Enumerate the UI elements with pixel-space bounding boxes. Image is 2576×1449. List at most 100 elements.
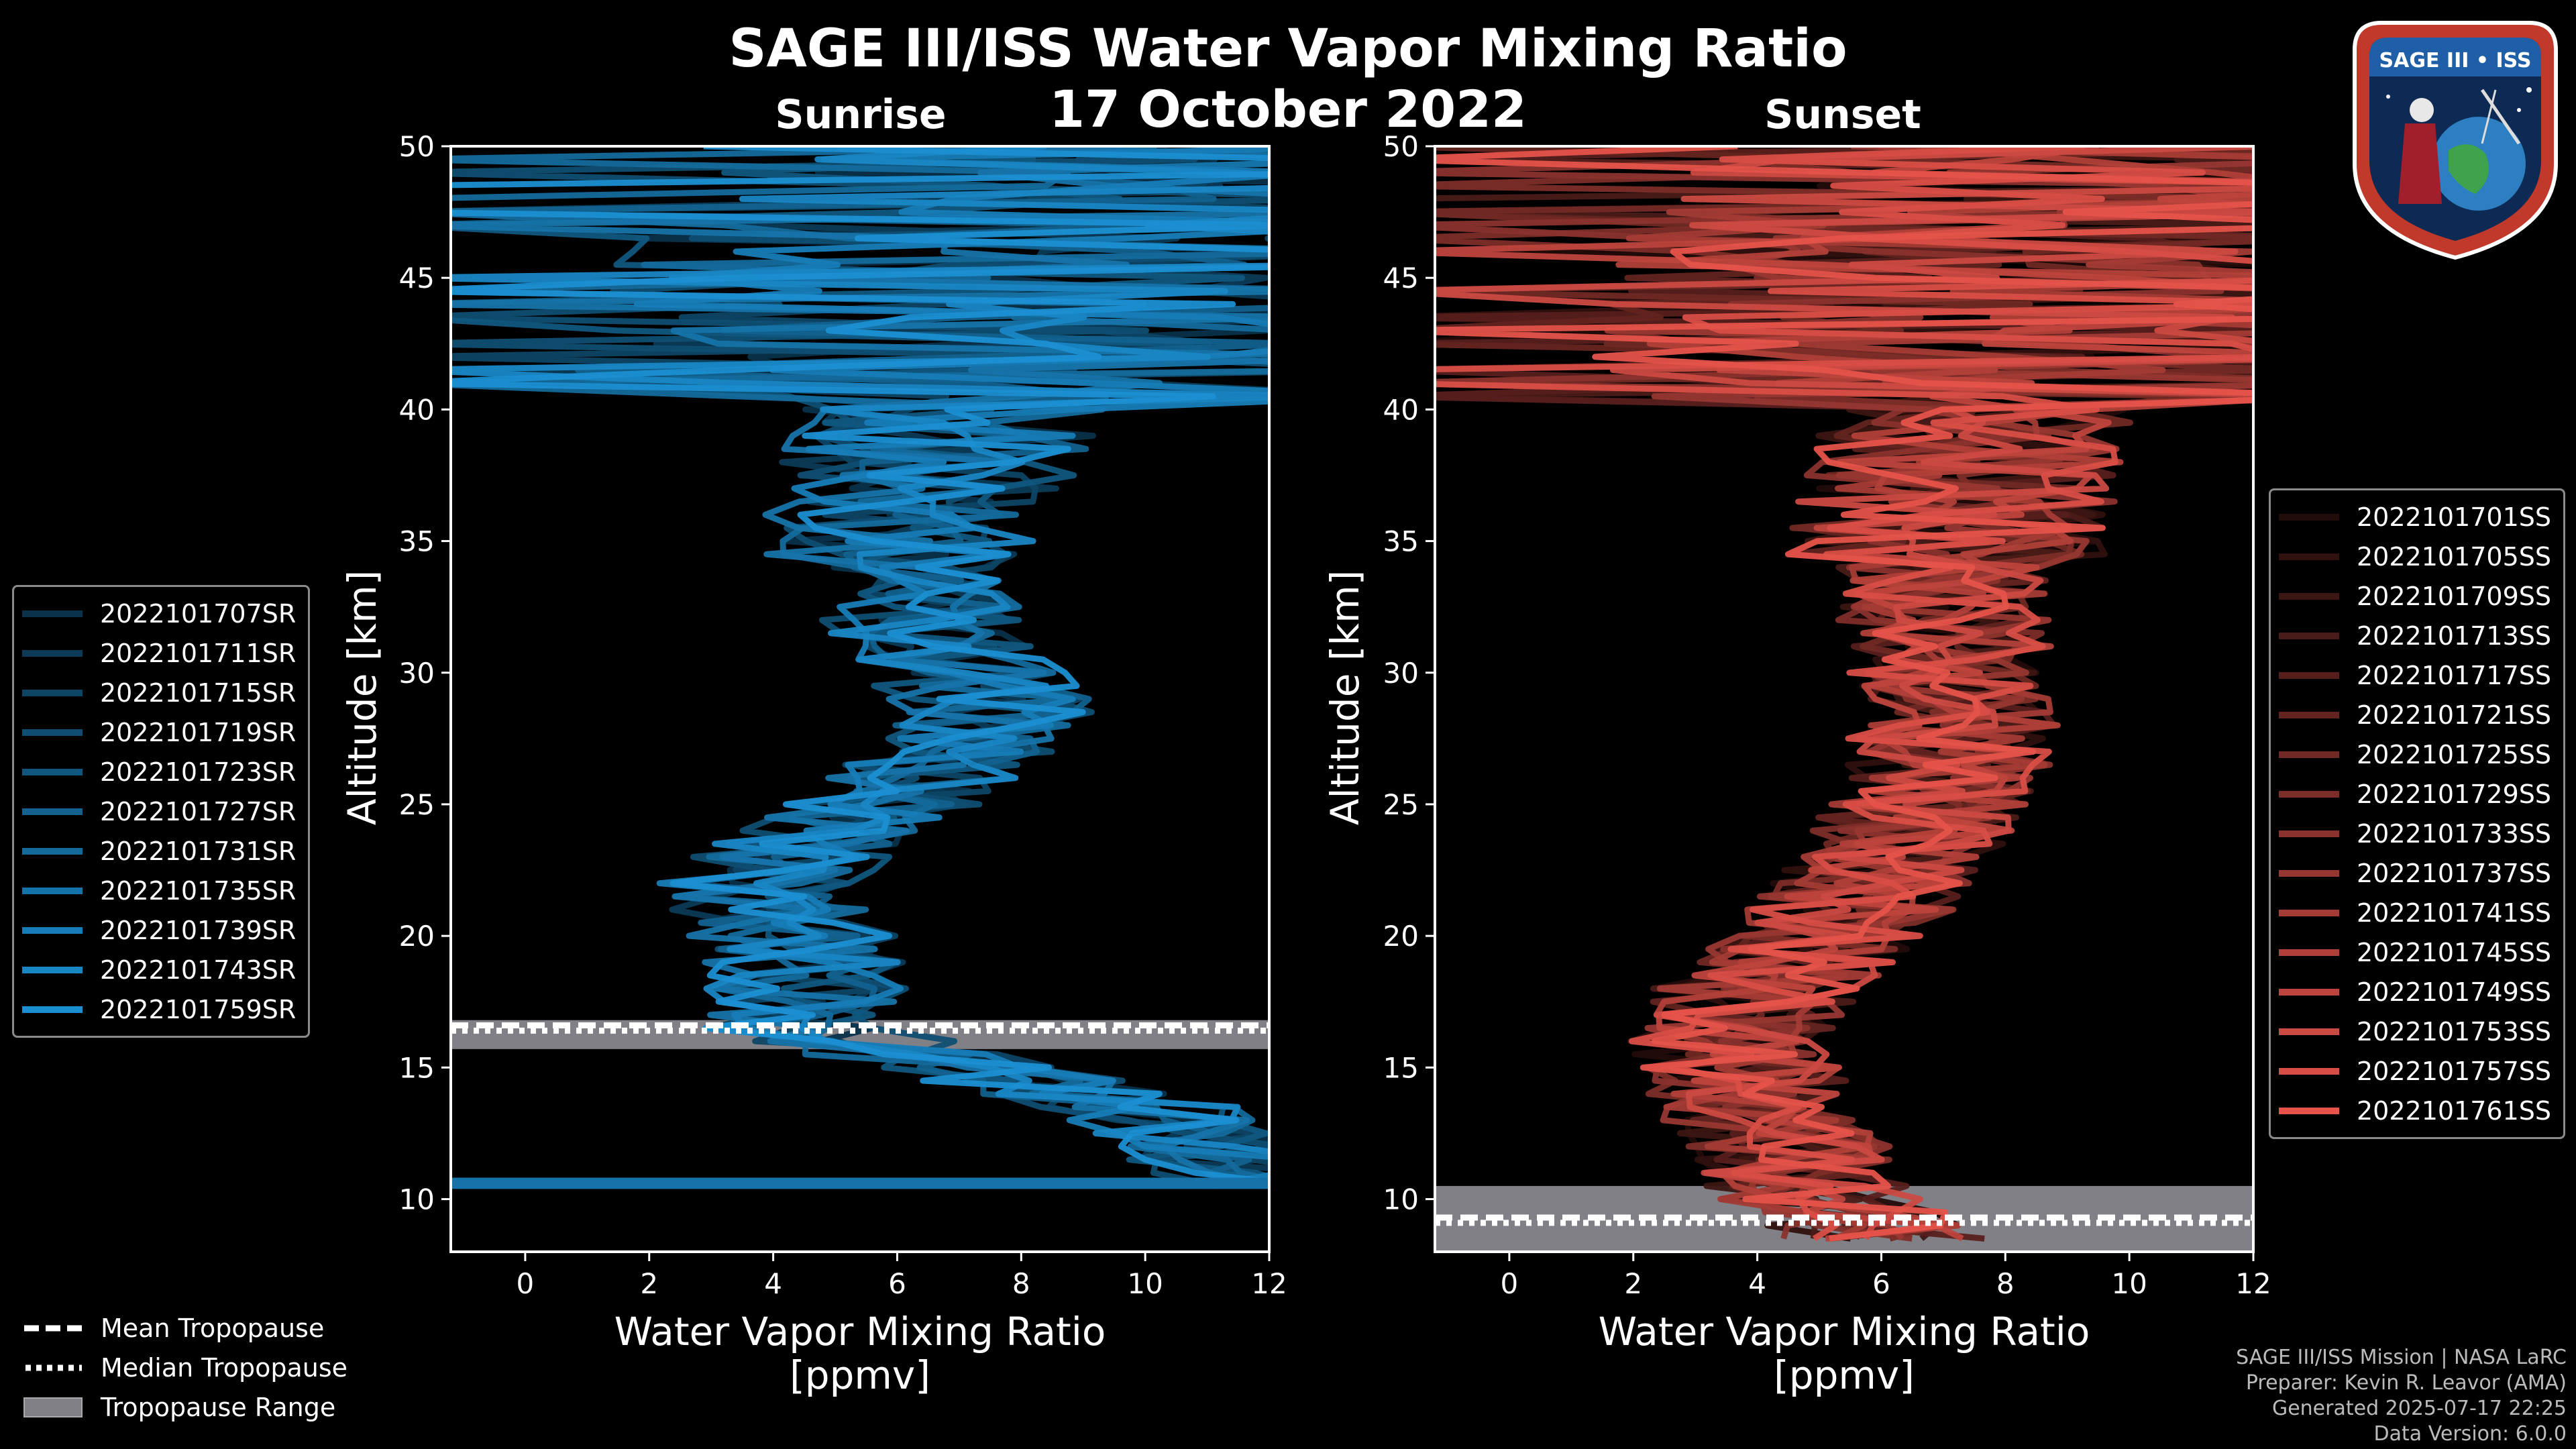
legend-label: 2022101731SR [100, 836, 297, 866]
legend-label: 2022101729SS [2357, 779, 2552, 809]
legend-label: 2022101743SR [100, 955, 297, 985]
legend-item: 2022101721SS [2279, 695, 2551, 735]
legend-swatch [2279, 949, 2339, 956]
sunset-legend: 2022101701SS 2022101705SS 2022101709SS 2022… [2269, 488, 2566, 1139]
y-tick-label: 35 [399, 525, 435, 558]
y-tick-label: 45 [399, 262, 435, 294]
legend-label: 2022101705SS [2357, 541, 2552, 572]
legend-swatch [2279, 909, 2339, 916]
legend-label: 2022101721SS [2357, 700, 2552, 730]
legend-swatch [2279, 1028, 2339, 1035]
y-tick-label: 40 [1383, 393, 1419, 426]
y-tick-label: 45 [1383, 262, 1419, 294]
x-tick-label: 10 [1127, 1267, 1163, 1300]
legend-item: 2022101715SR [22, 673, 296, 712]
x-tick-label: 8 [1996, 1267, 2015, 1300]
y-tick-label: 15 [399, 1051, 435, 1084]
legend-label: 2022101739SR [100, 915, 297, 945]
chart-title: SAGE III/ISS Water Vapor Mixing Ratio [729, 19, 1847, 79]
legend-swatch [22, 610, 83, 617]
legend-item: 2022101739SR [22, 910, 296, 950]
x-axis-unit-label: [ppmv] [790, 1352, 930, 1398]
legend-label: 2022101723SR [100, 757, 297, 787]
legend-swatch [22, 808, 83, 815]
legend-item: 2022101705SS [2279, 537, 2551, 576]
legend-item: 2022101757SS [2279, 1051, 2551, 1091]
x-tick-label: 4 [1748, 1267, 1766, 1300]
legend-item: 2022101723SR [22, 752, 296, 792]
y-tick-label: 10 [399, 1183, 435, 1216]
x-tick-label: 8 [1012, 1267, 1030, 1300]
y-axis-label: Altitude [km] [339, 570, 385, 825]
x-tick-label: 2 [640, 1267, 658, 1300]
sunrise-plot-frame [449, 145, 1271, 1253]
range-swatch-icon [23, 1397, 83, 1417]
legend-label: 2022101701SS [2357, 502, 2552, 532]
y-tick-label: 20 [399, 920, 435, 953]
x-tick-label: 12 [2235, 1267, 2271, 1300]
sunrise-legend: 2022101707SR 2022101711SR 2022101715SR 2022… [12, 585, 311, 1038]
legend-swatch [22, 689, 83, 696]
x-axis-label: Water Vapor Mixing Ratio [1599, 1309, 2090, 1354]
y-tick-label: 15 [1383, 1051, 1419, 1084]
legend-swatch [2279, 790, 2339, 798]
y-tick-label: 35 [1383, 525, 1419, 558]
legend-item: 2022101725SS [2279, 735, 2551, 774]
legend-item: 2022101713SS [2279, 616, 2551, 655]
legend-label: 2022101735SR [100, 875, 297, 906]
legend-item: 2022101701SS [2279, 497, 2551, 537]
footer-line: Data Version: 6.0.0 [2373, 1422, 2567, 1446]
legend-swatch [2279, 632, 2339, 639]
legend-item: 2022101707SR [22, 594, 296, 633]
legend-swatch [2279, 1067, 2339, 1075]
y-tick-label: 20 [1383, 920, 1419, 953]
legend-tropopause-range: Tropopause Range [23, 1387, 347, 1427]
legend-label: 2022101719SR [100, 717, 297, 747]
legend-label: 2022101727SR [100, 796, 297, 826]
legend-item: 2022101709SS [2279, 576, 2551, 616]
legend-label: 2022101733SS [2357, 818, 2552, 849]
x-tick-label: 2 [1624, 1267, 1642, 1300]
dotted-line-icon [25, 1364, 82, 1371]
legend-label: 2022101709SS [2357, 581, 2552, 611]
x-tick-label: 6 [888, 1267, 906, 1300]
legend-swatch [22, 847, 83, 855]
legend-label: 2022101745SS [2357, 937, 2552, 967]
y-tick-label: 25 [1383, 788, 1419, 821]
legend-swatch [2279, 553, 2339, 560]
legend-median-tropopause: Median Tropopause [23, 1348, 347, 1387]
x-axis-unit-label: [ppmv] [1774, 1352, 1915, 1398]
x-tick-label: 0 [517, 1267, 535, 1300]
legend-swatch [2279, 513, 2339, 521]
legend-label: 2022101713SS [2357, 621, 2552, 651]
legend-item: 2022101761SS [2279, 1091, 2551, 1130]
legend-item: 2022101719SR [22, 712, 296, 752]
legend-swatch [2279, 592, 2339, 600]
legend-item: 2022101741SS [2279, 893, 2551, 932]
profile-line [1435, 146, 2253, 1240]
y-tick-label: 50 [399, 130, 435, 163]
tropopause-legend: Mean Tropopause Median Tropopause Tropop… [23, 1308, 347, 1427]
y-tick-label: 25 [399, 788, 435, 821]
legend-item: 2022101735SR [22, 871, 296, 910]
legend-item: 2022101729SS [2279, 774, 2551, 814]
legend-item: 2022101717SS [2279, 655, 2551, 695]
footer-line: Preparer: Kevin R. Leavor (AMA) [2245, 1371, 2567, 1395]
profile-line [451, 146, 1269, 1185]
legend-swatch [2279, 1107, 2339, 1114]
legend-label: Tropopause Range [101, 1392, 336, 1422]
legend-swatch [2279, 830, 2339, 837]
y-axis-label: Altitude [km] [1322, 570, 1368, 825]
legend-label: Median Tropopause [101, 1352, 347, 1383]
legend-label: 2022101725SS [2357, 739, 2552, 769]
dashed-line-icon [24, 1325, 82, 1331]
legend-item: 2022101737SS [2279, 853, 2551, 893]
profile-line [1435, 146, 2253, 1242]
legend-swatch [2279, 711, 2339, 718]
legend-swatch [2279, 869, 2339, 877]
legend-label: 2022101707SR [100, 598, 297, 629]
legend-swatch [2279, 672, 2339, 679]
sunset-subtitle: Sunset [1764, 91, 1921, 138]
legend-item: 2022101743SR [22, 950, 296, 989]
